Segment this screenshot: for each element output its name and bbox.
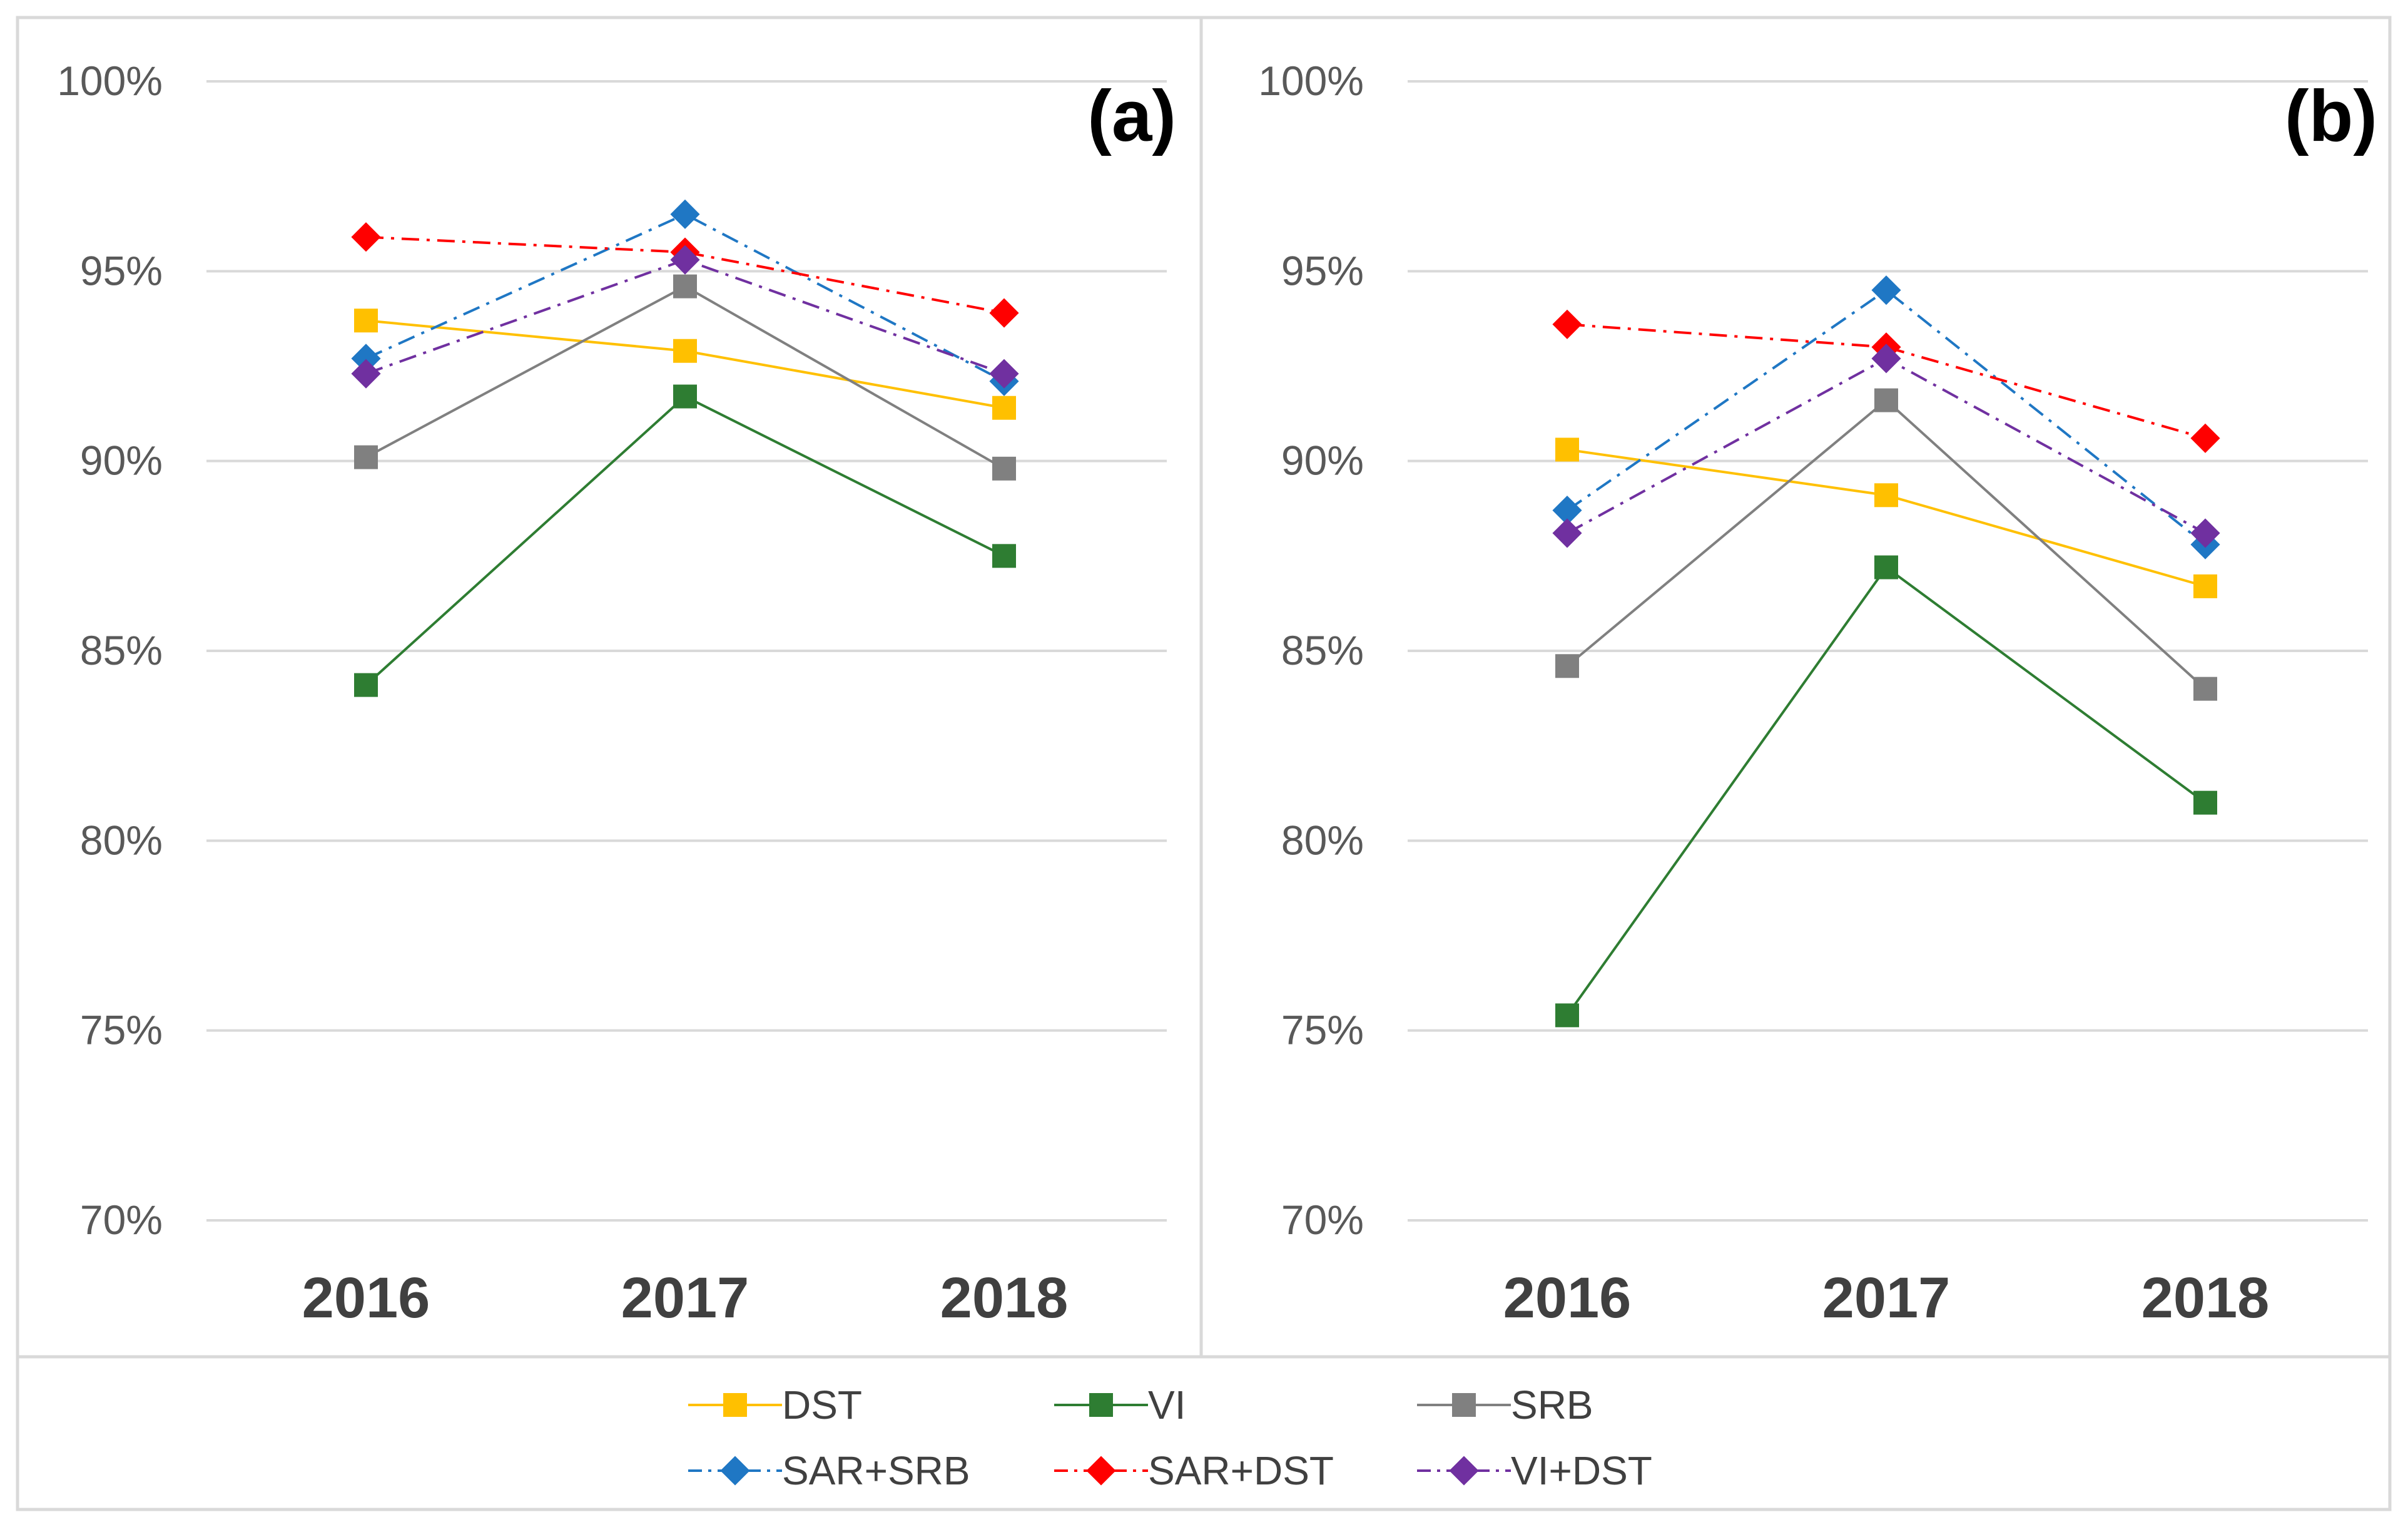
- legend-marker-sar-plus-dst: [1086, 1456, 1116, 1486]
- y-tick-label-b: 80%: [1281, 817, 1364, 863]
- x-tick-label-a: 2017: [621, 1266, 749, 1330]
- y-tick-label-a: 90%: [80, 437, 163, 484]
- data-point-a-dst-2018: [992, 396, 1016, 420]
- data-point-b-sar-plus-dst-2018: [2190, 423, 2220, 453]
- data-point-a-vi-plus-dst-2018: [989, 359, 1019, 389]
- data-point-b-sar-plus-dst-2016: [1552, 309, 1582, 339]
- data-point-b-dst-2018: [2193, 574, 2217, 598]
- series-line-a-vi-plus-dst: [365, 258, 1005, 375]
- data-point-b-dst-2017: [1874, 483, 1898, 508]
- legend-label-vi-plus-dst: VI+DST: [1511, 1448, 1652, 1493]
- data-point-a-sar-plus-dst-2018: [989, 298, 1019, 328]
- y-tick-label-a: 100%: [57, 58, 163, 104]
- data-point-a-vi-2017: [673, 384, 697, 409]
- x-tick-label-a: 2016: [302, 1266, 430, 1330]
- data-point-a-srb-2017: [673, 274, 697, 299]
- y-tick-label-b: 95%: [1281, 247, 1364, 294]
- panel-a: 70% 75% 80% 85% 90% 95% 100% 2016 2017 2018 (a): [57, 58, 1176, 1330]
- data-point-a-srb-2016: [354, 445, 378, 469]
- data-point-a-dst-2016: [354, 309, 378, 333]
- data-point-a-vi-2016: [354, 673, 378, 697]
- series-line-a-sar-plus-dst: [365, 235, 1005, 315]
- data-point-b-vi-plus-dst-2017: [1871, 344, 1901, 374]
- y-tick-label-b: 100%: [1258, 58, 1364, 104]
- data-point-b-sar-plus-srb-2016: [1552, 495, 1582, 526]
- series-line-a-sar-plus-srb: [365, 213, 1005, 383]
- series-line-b-sar-plus-dst: [1567, 323, 2206, 440]
- x-tick-label-b: 2017: [1822, 1266, 1951, 1330]
- y-tick-label-b: 75%: [1281, 1007, 1364, 1053]
- legend-marker-vi-plus-dst: [1449, 1456, 1479, 1486]
- data-point-a-vi-2018: [992, 544, 1016, 568]
- data-point-a-srb-2018: [992, 456, 1016, 481]
- x-tick-label-b: 2016: [1503, 1266, 1632, 1330]
- data-point-b-vi-plus-dst-2016: [1552, 518, 1582, 548]
- data-point-a-vi-plus-dst-2016: [351, 359, 381, 389]
- y-tick-label-a: 85%: [80, 627, 163, 673]
- y-tick-label-b: 85%: [1281, 627, 1364, 673]
- legend-marker-dst: [723, 1393, 747, 1417]
- data-point-b-srb-2017: [1874, 388, 1898, 412]
- data-point-a-sar-plus-dst-2016: [351, 222, 381, 252]
- y-tick-label-b: 90%: [1281, 437, 1364, 484]
- legend-marker-srb: [1452, 1393, 1476, 1417]
- data-point-a-sar-plus-srb-2017: [670, 199, 700, 229]
- panel-label-a: (a): [1087, 75, 1176, 156]
- legend-marker-vi: [1089, 1393, 1113, 1417]
- outer-border: [16, 16, 2392, 1511]
- data-point-b-srb-2016: [1555, 654, 1579, 678]
- legend-label-sar-plus-dst: SAR+DST: [1148, 1448, 1334, 1493]
- data-point-a-vi-plus-dst-2017: [670, 245, 700, 275]
- y-tick-label-a: 70%: [80, 1197, 163, 1243]
- data-point-b-sar-plus-srb-2017: [1871, 275, 1901, 305]
- x-tick-label-b: 2018: [2141, 1266, 2270, 1330]
- data-point-b-srb-2018: [2193, 677, 2217, 701]
- legend-label-srb: SRB: [1511, 1382, 1593, 1427]
- y-tick-label-a: 80%: [80, 817, 163, 863]
- y-tick-label-a: 75%: [80, 1007, 163, 1053]
- panel-label-b: (b): [2285, 75, 2377, 156]
- legend-label-vi: VI: [1148, 1382, 1186, 1427]
- data-point-b-vi-2016: [1555, 1003, 1579, 1028]
- data-point-b-dst-2016: [1555, 437, 1579, 462]
- data-point-b-vi-2017: [1874, 555, 1898, 580]
- y-tick-label-a: 95%: [80, 247, 163, 294]
- legend-marker-sar-plus-srb: [720, 1456, 750, 1486]
- data-point-a-dst-2017: [673, 339, 697, 363]
- panel-b: 70% 75% 80% 85% 90% 95% 100% 2016 2017 2018 (b): [1258, 58, 2377, 1330]
- legend-label-dst: DST: [782, 1382, 862, 1427]
- legend: DST VI SRB SAR+SRB SAR+DST VI+DST: [688, 1382, 1652, 1493]
- x-tick-label-a: 2018: [940, 1266, 1069, 1330]
- legend-label-sar-plus-srb: SAR+SRB: [782, 1448, 970, 1493]
- y-tick-label-b: 70%: [1281, 1197, 1364, 1243]
- data-point-b-vi-plus-dst-2018: [2190, 518, 2220, 548]
- data-point-a-sar-plus-srb-2016: [351, 344, 381, 374]
- data-point-b-vi-2018: [2193, 790, 2217, 815]
